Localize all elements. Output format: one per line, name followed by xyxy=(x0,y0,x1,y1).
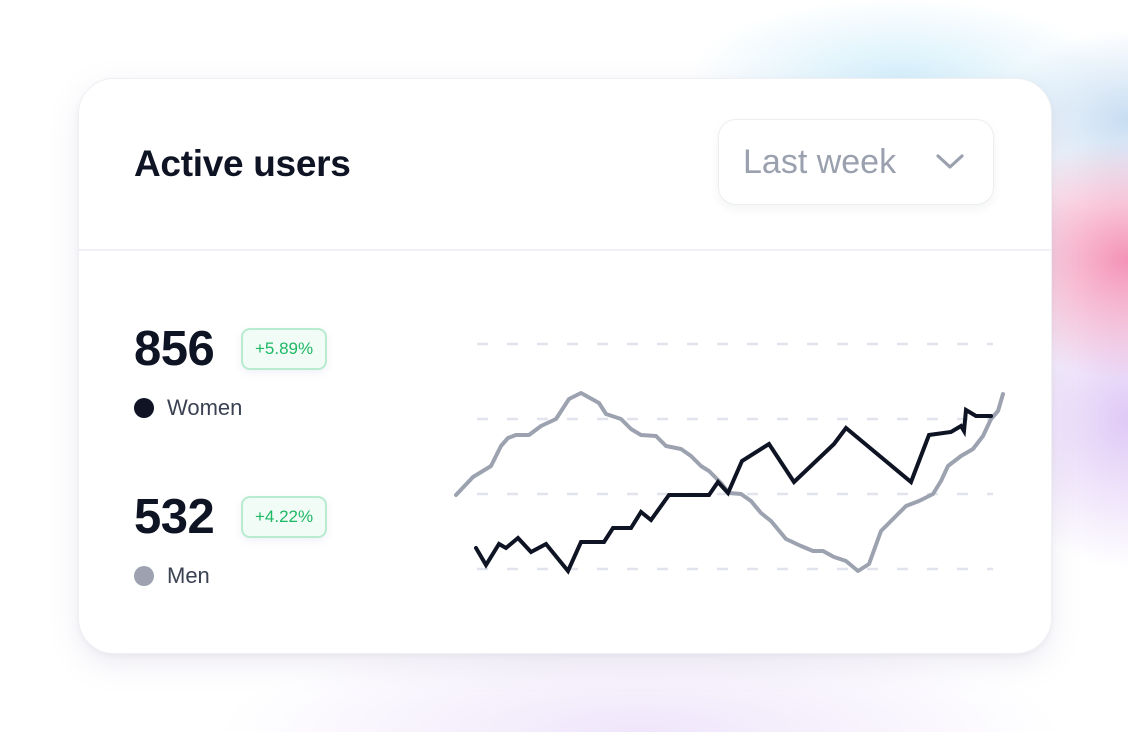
men-series-line xyxy=(454,391,1005,573)
legend-men: Men xyxy=(134,563,327,589)
legend-label-men: Men xyxy=(167,563,210,588)
legend-dot-men-icon xyxy=(134,566,154,586)
active-users-card: Active users Last week 856 +5.89% Women … xyxy=(78,78,1052,654)
men-count: 532 xyxy=(134,490,215,544)
period-select-value: Last week xyxy=(743,142,897,181)
card-header: Active users Last week xyxy=(79,79,1051,251)
stat-men: 532 +4.22% Men xyxy=(134,489,328,589)
legend-women: Women xyxy=(134,395,327,421)
chevron-down-icon xyxy=(936,154,964,169)
legend-label-women: Women xyxy=(167,395,243,420)
women-change-badge: +5.89% xyxy=(241,328,328,370)
stat-women: 856 +5.89% Women xyxy=(134,321,328,421)
women-count: 856 xyxy=(134,322,215,376)
card-title: Active users xyxy=(134,143,351,184)
men-change-badge: +4.22% xyxy=(241,496,328,538)
women-series-line xyxy=(474,406,993,575)
legend-dot-women-icon xyxy=(134,398,154,418)
period-select-dropdown[interactable]: Last week xyxy=(718,119,994,205)
chart-gridlines xyxy=(477,342,993,571)
